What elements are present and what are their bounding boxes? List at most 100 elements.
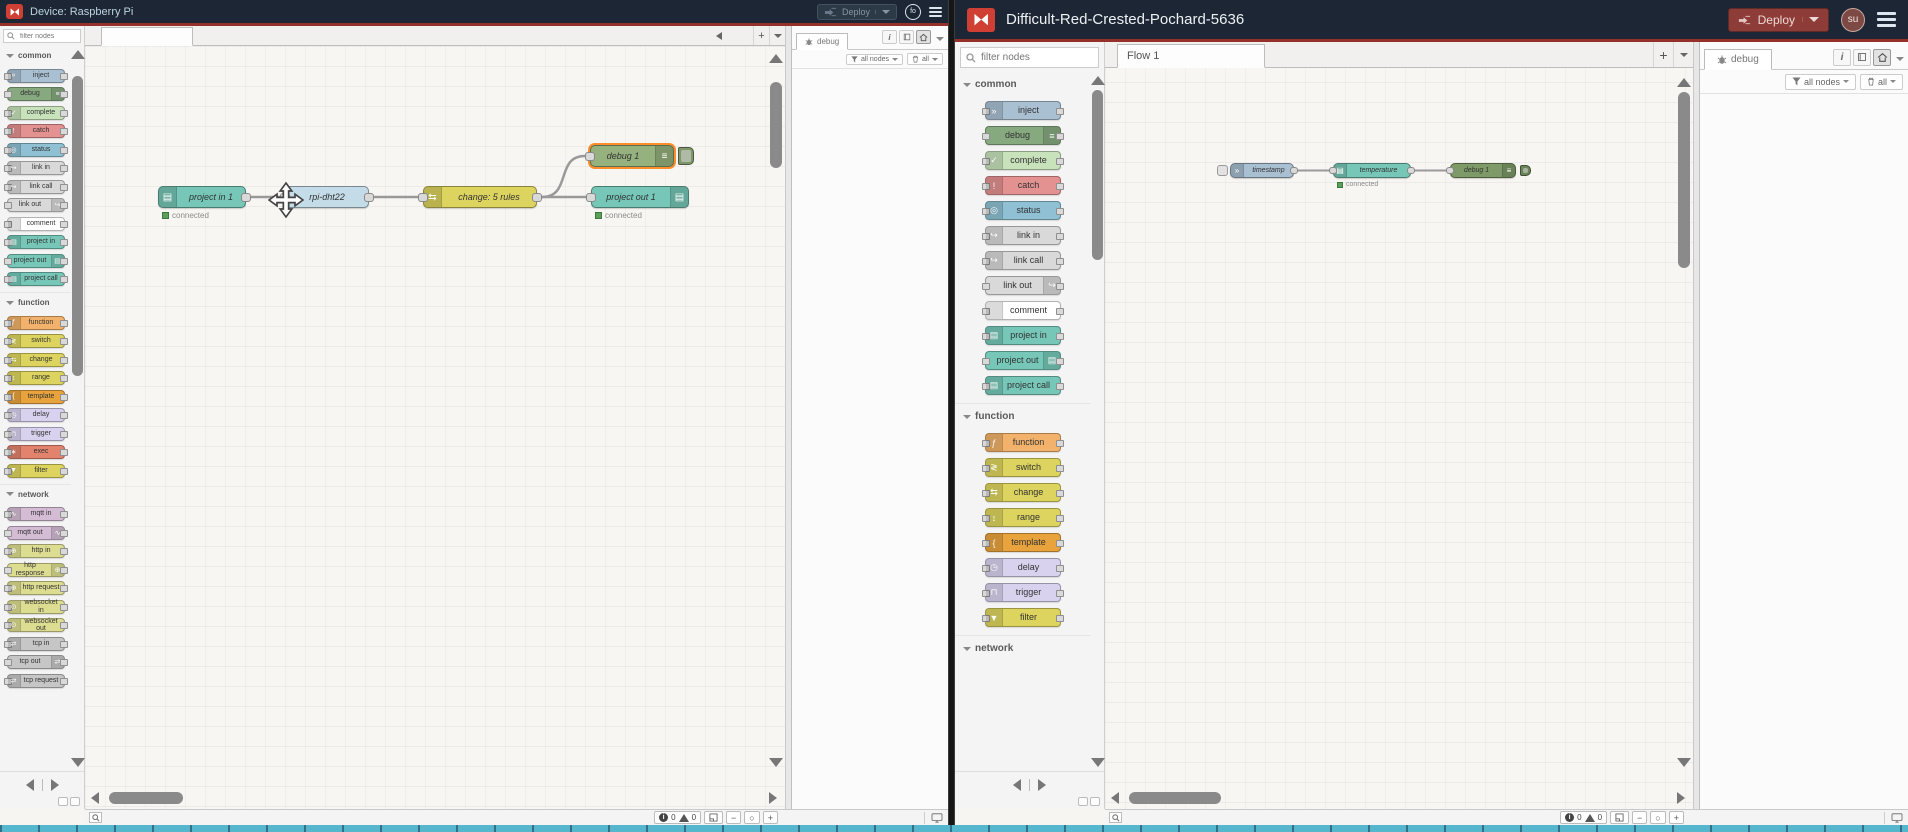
palette-node-debug[interactable]: ≡ debug [3, 87, 68, 101]
canvas-hscrollbar[interactable] [91, 791, 777, 805]
debug-filter-button[interactable]: all nodes [845, 53, 903, 65]
palette-node-tcp-request[interactable]: ⇄ tcp request [3, 673, 68, 688]
canvas-hscrollbar[interactable] [1111, 791, 1685, 805]
palette-node-template[interactable]: {template [3, 389, 68, 404]
flow-canvas[interactable]: Flow 1 + » timestamp ▤ temperature connected… [1105, 42, 1693, 809]
palette-node-complete[interactable]: ✓ complete [3, 105, 68, 120]
canvas-vscrollbar[interactable] [769, 52, 783, 767]
canvas-vscroll-thumb[interactable] [1678, 92, 1690, 268]
palette-node-range[interactable]: ↕ range [982, 508, 1064, 527]
sidebar-splitter[interactable] [1693, 42, 1700, 809]
deploy-button[interactable]: Deploy [1727, 7, 1829, 32]
flow-node-project-in-1[interactable]: ▤ project in 1 [158, 186, 251, 208]
input-port[interactable] [1329, 167, 1337, 174]
palette-node-debug[interactable]: ≡ debug [982, 126, 1064, 145]
output-port[interactable] [241, 192, 251, 202]
input-port[interactable] [585, 151, 595, 161]
output-port[interactable] [364, 192, 374, 202]
input-port[interactable] [418, 192, 428, 202]
palette-node-tcp-out[interactable]: ⇄ tcp out [3, 655, 68, 669]
menu-icon[interactable] [929, 5, 942, 19]
palette-node-link-call[interactable]: ↪ link call [982, 251, 1064, 270]
zoom-in-button[interactable]: + [1668, 811, 1684, 824]
palette-node-function[interactable]: ƒ function [982, 433, 1064, 452]
palette-node-filter[interactable]: ▼ filter [982, 608, 1064, 627]
palette-expand-button[interactable] [70, 797, 80, 806]
palette-expand-button[interactable] [1090, 797, 1100, 806]
tab-scroll-left-icon[interactable] [711, 26, 727, 45]
footer-search-button[interactable] [89, 812, 102, 823]
help-tab-button[interactable] [1853, 48, 1871, 66]
palette-node-link-out[interactable]: ↪ link out [982, 276, 1064, 295]
palette-node-link-in[interactable]: ↪ link in [982, 226, 1064, 245]
palette-node-delay[interactable]: ◷ delay [3, 408, 68, 422]
palette-search-input[interactable] [18, 31, 77, 41]
palette-node-project-out[interactable]: ▤ project out [3, 253, 68, 268]
palette-node-delay[interactable]: ◷ delay [982, 558, 1064, 577]
input-port[interactable] [586, 192, 596, 202]
canvas-hscroll-thumb[interactable] [109, 792, 183, 804]
deploy-button[interactable]: Deploy [816, 3, 897, 20]
palette-node-project-in[interactable]: ▤ project in [982, 326, 1064, 345]
flow-list-button[interactable] [769, 26, 785, 45]
palette-category-common[interactable]: common [955, 72, 1091, 95]
debug-clear-button[interactable]: all [906, 53, 943, 65]
flow-tab[interactable]: Flow 1 [1117, 44, 1265, 68]
palette-search-input[interactable] [979, 51, 1093, 64]
palette-node-exec[interactable]: ∗ exec [3, 445, 68, 459]
inject-button[interactable] [1217, 165, 1228, 176]
palette-node-project-in[interactable]: ▤ project in [3, 235, 68, 249]
debug-toggle-button[interactable] [1520, 165, 1531, 176]
debug-tab-button[interactable] [916, 30, 931, 44]
palette-node-trigger[interactable]: ⊓ trigger [982, 583, 1064, 602]
flow-node-debug-1[interactable]: ≡ debug 1 [585, 145, 694, 167]
canvas-vscroll-thumb[interactable] [770, 82, 782, 168]
palette-node-http-request[interactable]: ⊕ http request [3, 581, 68, 595]
zoom-in-button[interactable]: + [762, 811, 778, 824]
palette-node-function[interactable]: ƒ function [3, 315, 68, 330]
palette-node-range[interactable]: ↕ range [3, 371, 68, 385]
add-flow-button[interactable]: + [1653, 42, 1673, 67]
palette-node-filter[interactable]: ▼ filter [3, 463, 68, 478]
output-port[interactable] [532, 192, 542, 202]
debug-clear-button[interactable]: all [1859, 73, 1903, 90]
palette-node-catch[interactable]: ! catch [982, 176, 1064, 195]
user-avatar[interactable]: fo [905, 3, 921, 20]
palette-node-mqtt-out[interactable]: ∿ mqtt out [3, 525, 68, 540]
palette-node-catch[interactable]: ! catch [3, 124, 68, 138]
palette-category-function[interactable]: function [955, 403, 1091, 427]
palette-node-comment[interactable]: comment [982, 301, 1064, 320]
wire[interactable] [541, 154, 586, 199]
canvas-hscroll-thumb[interactable] [1129, 792, 1221, 804]
palette-node-template[interactable]: {template [982, 533, 1064, 552]
palette-node-link-in[interactable]: ↪ link in [3, 161, 68, 175]
debug-filter-button[interactable]: all nodes [1784, 73, 1856, 90]
palette-category-network[interactable]: network [0, 483, 71, 503]
palette-node-websocket-out[interactable]: ⊙ websocket out [3, 618, 68, 632]
palette-node-http-in[interactable]: ⊕ http in [3, 544, 68, 558]
palette-collapse-button[interactable] [1078, 797, 1088, 806]
palette-node-link-out[interactable]: ↪ link out [3, 198, 68, 212]
menu-icon[interactable] [1877, 9, 1896, 30]
palette-next-icon[interactable] [1038, 779, 1046, 791]
palette-prev-icon[interactable] [25, 779, 34, 791]
tab-debug[interactable]: debug [796, 33, 849, 50]
output-port[interactable] [1407, 167, 1415, 174]
palette-node-project-call[interactable]: ▤ project call [982, 376, 1064, 395]
device-monitor-button[interactable] [924, 812, 943, 824]
palette-scrollbar-thumb[interactable] [72, 76, 83, 376]
palette-node-trigger[interactable]: ⊓ trigger [3, 426, 68, 441]
device-monitor-button[interactable] [1884, 812, 1903, 824]
zoom-reset-button[interactable]: ○ [744, 811, 760, 824]
palette-node-change[interactable]: ⇆ change [982, 483, 1064, 502]
debug-tab-button[interactable] [1873, 48, 1891, 66]
palette-node-status[interactable]: ◎ status [982, 201, 1064, 220]
flow-node-timestamp[interactable]: » timestamp [1217, 163, 1298, 178]
input-port[interactable] [1446, 167, 1454, 174]
flow-list-button[interactable] [1673, 42, 1693, 67]
palette-node-switch[interactable]: ≷ switch [982, 458, 1064, 477]
palette-node-complete[interactable]: ✓ complete [982, 151, 1064, 170]
palette-node-project-out[interactable]: ▤ project out [982, 351, 1064, 370]
info-tab-button[interactable]: i [882, 30, 897, 44]
